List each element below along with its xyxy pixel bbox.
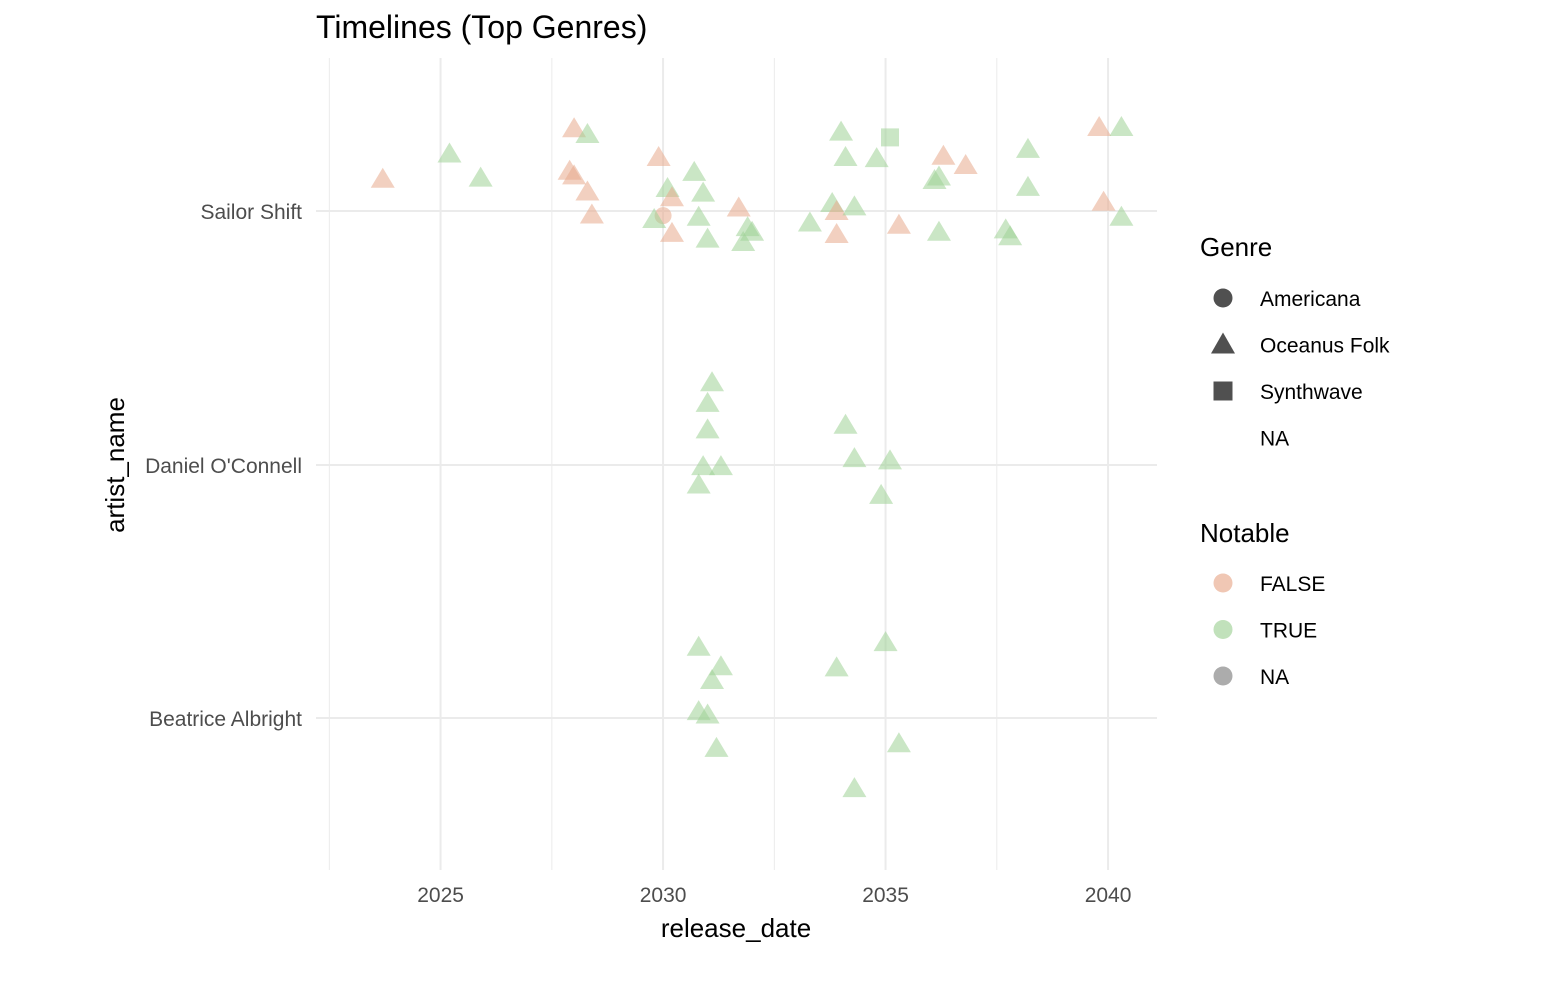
data-point: [842, 195, 867, 216]
legend-key-square: [1213, 381, 1233, 401]
data-point: [686, 473, 711, 494]
data-point: [642, 208, 667, 229]
data-point: [926, 165, 951, 186]
y-axis-title: artist_name: [100, 397, 130, 533]
data-point: [1087, 116, 1112, 137]
data-point: [704, 736, 729, 757]
data-point: [659, 221, 684, 242]
legend-title: Genre: [1200, 232, 1272, 262]
data-point: [740, 220, 765, 241]
data-point: [437, 142, 462, 163]
data-point: [824, 200, 849, 220]
data-point: [646, 145, 671, 166]
data-point: [833, 413, 858, 434]
legends: Genre Americana Oceanus Folk Synthwave NA Not…: [1200, 232, 1390, 689]
data-point: [708, 655, 733, 676]
x-tick-label: 2035: [862, 884, 909, 907]
data-point: [878, 449, 903, 470]
data-point: [1091, 190, 1116, 211]
data-point: [686, 205, 711, 226]
y-tick-label: Daniel O'Connell: [145, 455, 302, 478]
data-point: [579, 203, 604, 224]
data-point: [726, 196, 751, 217]
data-point: [700, 371, 725, 392]
legend-label: TRUE: [1260, 620, 1317, 643]
data-point: [833, 145, 858, 166]
data-point: [575, 180, 600, 201]
data-point: [700, 669, 725, 690]
data-point: [1109, 205, 1134, 226]
legend-key-color: [1213, 666, 1233, 686]
data-point: [842, 777, 867, 798]
x-tick-label: 2030: [640, 884, 687, 907]
legend-label: NA: [1260, 428, 1289, 451]
data-point: [562, 117, 587, 138]
data-point: [1015, 137, 1040, 158]
data-point: [695, 418, 720, 439]
data-point: [886, 213, 911, 234]
data-point: [998, 225, 1023, 246]
legend-title: Notable: [1200, 518, 1290, 548]
legend-label: FALSE: [1260, 573, 1325, 596]
data-point: [931, 144, 956, 165]
data-points: [370, 116, 1134, 798]
y-axis-ticks: Sailor Shift Daniel O'Connell Beatrice Alb…: [145, 201, 302, 731]
data-point: [842, 447, 867, 468]
data-point: [1109, 116, 1134, 137]
data-point: [575, 122, 600, 143]
data-point: [829, 120, 854, 141]
data-point: [797, 211, 822, 232]
y-tick-label: Beatrice Albright: [149, 708, 302, 731]
data-point: [886, 732, 911, 753]
data-point: [731, 231, 756, 252]
data-point: [686, 635, 711, 656]
data-point: [881, 128, 900, 147]
data-point: [708, 455, 733, 476]
x-axis-ticks: 2025 2030 2035 2040: [417, 884, 1131, 907]
data-point: [682, 160, 707, 181]
data-point: [562, 164, 587, 185]
data-point: [695, 703, 720, 724]
legend-key-circle: [1213, 288, 1233, 308]
legend-label: Synthwave: [1260, 381, 1363, 404]
grid: [316, 58, 1157, 870]
data-point: [824, 656, 849, 677]
data-point: [1015, 175, 1040, 196]
x-tick-label: 2040: [1085, 884, 1132, 907]
x-tick-label: 2025: [417, 884, 464, 907]
data-point: [953, 154, 978, 174]
x-axis-title: release_date: [661, 913, 811, 943]
legend-key-color: [1213, 573, 1233, 593]
chart-title: Timelines (Top Genres): [316, 9, 647, 45]
legend-key-color: [1213, 620, 1233, 639]
legend-label: NA: [1260, 666, 1289, 689]
y-tick-label: Sailor Shift: [200, 201, 302, 224]
legend-label: Americana: [1260, 288, 1361, 311]
data-point: [695, 391, 720, 412]
data-point: [869, 483, 894, 504]
data-point: [370, 167, 395, 188]
data-point: [926, 220, 951, 241]
data-point: [691, 455, 716, 476]
data-point: [691, 181, 716, 202]
legend-label: Oceanus Folk: [1260, 335, 1390, 358]
data-point: [468, 166, 493, 187]
data-point: [659, 186, 684, 207]
data-point: [695, 227, 720, 248]
data-point: [824, 223, 849, 243]
legend-key-triangle: [1211, 332, 1235, 354]
data-point: [864, 147, 889, 168]
data-point: [873, 631, 898, 652]
